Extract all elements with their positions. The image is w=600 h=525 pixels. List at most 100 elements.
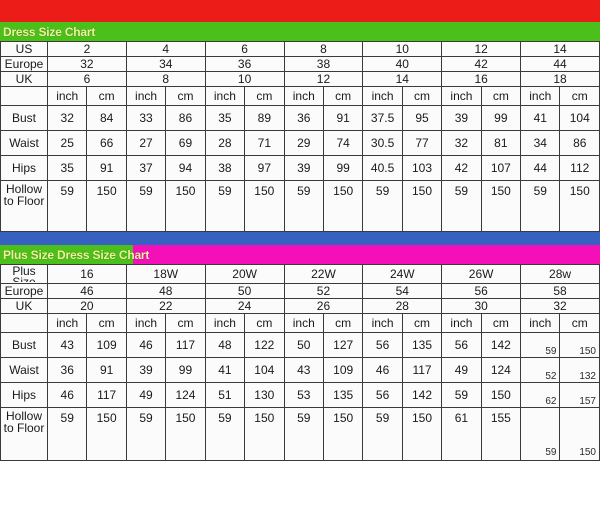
uk-size-1: 8 [125,71,206,87]
eu-size-1: 34 [125,56,206,72]
plus-bust-cell-2: 46 [125,332,167,358]
unit-cell-0: inch [46,86,88,106]
eu-size-6: 44 [520,56,600,72]
dress-size-table: US 2 4 6 8 10 12 14 Europe 32 34 36 38 4… [0,41,600,232]
plus-hips-cell-12: 62 [520,382,561,408]
hips-cell-11: 107 [480,155,522,181]
us-size-2: 6 [204,41,285,57]
plus-hips-cell-5: 130 [244,382,285,408]
plus-label-line2: Size [2,277,47,282]
plus-waist-cell-13: 132 [559,357,600,383]
plus-hips-cell-6: 53 [283,382,324,408]
waist-cell-1: 66 [86,130,127,156]
plus-bust-cell-5: 122 [244,332,285,358]
waist-cell-4: 28 [204,130,246,156]
hips-cell-2: 37 [125,155,167,181]
plus-size-4: 24W [362,264,443,284]
row-label-waist: Waist [0,130,48,156]
bust-cell-8: 37.5 [362,105,403,131]
hips-cell-0: 35 [46,155,88,181]
plus-hips-cell-11: 150 [480,382,522,408]
dress-size-chart-title-banner: Dress Size Chart [0,22,600,41]
row-label-units-blank [0,86,48,106]
plus-bust-cell-4: 48 [204,332,246,358]
hollow-label-line1: Hollow [5,182,42,196]
plus-waist-cell-10: 49 [441,357,482,383]
waist-cell-8: 30.5 [362,130,403,156]
hips-cell-8: 40.5 [362,155,403,181]
plus-hollow-cell-10: 61 [441,407,482,461]
hips-cell-7: 99 [322,155,364,181]
plus-unit-cell-12: inch [520,313,561,333]
plus-waist-cell-0: 36 [46,357,88,383]
plus-bust-cell-3: 117 [165,332,206,358]
plus-uk-2: 24 [204,298,285,314]
plus-unit-cell-4: inch [204,313,246,333]
hollow-cell-1: 150 [86,180,127,232]
hollow-label-line2: to Floor [3,194,45,208]
plus-waist-cell-1: 91 [86,357,127,383]
bust-cell-13: 104 [559,105,600,131]
hollow-cell-4: 59 [204,180,246,232]
bust-cell-6: 36 [283,105,324,131]
plus-hollow-cell-12: 59 [520,407,561,461]
bust-cell-11: 99 [480,105,522,131]
plus-table-row-europe: Europe 46 48 50 52 54 56 58 [0,283,600,299]
plus-hips-cell-4: 51 [204,382,246,408]
plus-waist-cell-11: 124 [480,357,522,383]
bust-cell-2: 33 [125,105,167,131]
plus-hips-cell-2: 49 [125,382,167,408]
plus-size-2: 20W [204,264,285,284]
plus-row-label-bust: Bust [0,332,48,358]
hollow-cell-7: 150 [322,180,364,232]
hips-cell-13: 112 [559,155,600,181]
plus-hollow-cell-11: 155 [480,407,522,461]
plus-hips-cell-13: 157 [559,382,600,408]
us-size-6: 14 [520,41,600,57]
plus-size-0: 16 [47,264,127,284]
hollow-cell-2: 59 [125,180,167,232]
plus-size-1: 18W [125,264,206,284]
plus-unit-cell-7: cm [322,313,364,333]
plus-eu-5: 56 [441,283,522,299]
waist-cell-2: 27 [125,130,167,156]
waist-cell-6: 29 [283,130,324,156]
bust-cell-12: 41 [520,105,561,131]
hips-cell-6: 39 [283,155,324,181]
plus-row-label-hollow-to-floor: Hollow to Floor [0,407,48,461]
plus-unit-cell-8: inch [362,313,403,333]
plus-unit-cell-2: inch [125,313,167,333]
unit-cell-11: cm [480,86,522,106]
plus-label-line1: Plus [12,264,36,278]
hips-cell-1: 91 [86,155,127,181]
hips-cell-4: 38 [204,155,246,181]
hollow-cell-0: 59 [46,180,88,232]
plus-waist-cell-6: 43 [283,357,324,383]
plus-bust-cell-12: 59 [520,332,561,358]
plus-hips-cell-10: 59 [441,382,482,408]
plus-hollow-cell-8: 59 [362,407,403,461]
plus-uk-0: 20 [47,298,127,314]
waist-cell-9: 77 [401,130,443,156]
hips-cell-5: 97 [244,155,285,181]
plus-eu-0: 46 [47,283,127,299]
plus-hollow-cell-3: 150 [165,407,206,461]
bust-cell-5: 89 [244,105,285,131]
plus-bust-cell-6: 50 [283,332,324,358]
waist-cell-12: 34 [520,130,561,156]
waist-cell-11: 81 [480,130,522,156]
bust-cell-3: 86 [165,105,206,131]
uk-size-5: 16 [441,71,522,87]
hollow-cell-8: 59 [362,180,403,232]
waist-cell-5: 71 [244,130,285,156]
hollow-cell-11: 150 [480,180,522,232]
plus-unit-cell-13: cm [559,313,600,333]
uk-size-2: 10 [204,71,285,87]
unit-cell-7: cm [322,86,364,106]
table-row-europe: Europe 32 34 36 38 40 42 44 [0,56,600,72]
unit-cell-5: cm [244,86,285,106]
waist-cell-10: 32 [441,130,482,156]
bust-cell-1: 84 [86,105,127,131]
plus-size-dress-size-chart-title: Plus Size Dress Size Chart [3,247,150,262]
eu-size-0: 32 [47,56,127,72]
